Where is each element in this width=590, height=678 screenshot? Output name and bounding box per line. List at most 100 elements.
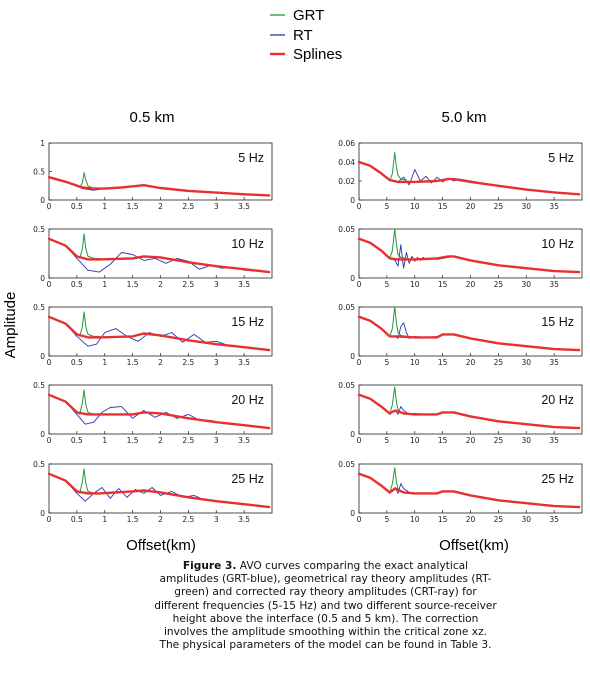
caption-prefix: Figure 3. <box>182 560 237 572</box>
frequency-label: 5 Hz <box>548 151 574 165</box>
y-tick-label: 0.04 <box>338 158 355 167</box>
x-tick-label: 3.5 <box>238 515 250 524</box>
x-tick-label: 5 <box>384 515 389 524</box>
series-line-grt <box>389 228 407 259</box>
y-tick-label: 0.02 <box>338 177 355 186</box>
x-tick-label: 3.5 <box>238 436 250 445</box>
x-tick-label: 0.5 <box>71 358 83 367</box>
y-tick-label: 0 <box>40 196 45 205</box>
x-tick-label: 3 <box>214 358 219 367</box>
series-line-splines <box>357 237 581 274</box>
x-tick-label: 3 <box>214 436 219 445</box>
x-tick-label: 2 <box>158 202 163 211</box>
x-tick-label: 1.5 <box>127 436 139 445</box>
x-tick-label: 5 <box>384 358 389 367</box>
x-tick-label: 15 <box>438 280 448 289</box>
panels: 0 0.5 1 1.5 2 2.5 3 3.500.515 Hz0 5 10 15 20 25 30 350… <box>33 139 583 524</box>
frequency-label: 20 Hz <box>541 393 574 407</box>
series-line-splines <box>357 160 581 196</box>
series-line-rt <box>48 316 270 351</box>
series-line-splines <box>47 472 271 509</box>
caption-text: AVO curves comparing the exact analytica… <box>154 560 497 652</box>
x-tick-label: 1.5 <box>127 515 139 524</box>
x-tick-label: 35 <box>549 280 559 289</box>
x-tick-label: 10 <box>410 436 420 445</box>
x-tick-label: 10 <box>410 358 420 367</box>
x-tick-label: 20 <box>466 202 476 211</box>
x-tick-label: 10 <box>410 515 420 524</box>
frequency-label: 25 Hz <box>541 472 574 486</box>
chart-panel-5km-25Hz: 0 5 10 15 20 25 30 35 0 0.05 25 Hz <box>338 460 583 524</box>
x-tick-label: 35 <box>549 515 559 524</box>
chart-panel-5km-15Hz: 0 5 10 15 20 25 30 35 0 0.05 15 Hz <box>338 303 583 367</box>
x-tick-label: 1 <box>102 436 107 445</box>
x-tick-label: 3.5 <box>238 280 250 289</box>
column-title-left: 0.5 km <box>129 109 174 126</box>
frequency-label: 10 Hz <box>231 237 264 251</box>
plot-frame <box>48 142 273 201</box>
series-line-splines <box>357 472 581 509</box>
x-tick-label: 3.5 <box>238 202 250 211</box>
series-line-splines <box>47 315 271 352</box>
series-line-splines <box>47 237 271 274</box>
chart-panel-5km-5Hz: 0 5 10 15 20 25 30 35 0 0.02 0.04 0.06 5 Hz <box>338 139 583 211</box>
y-tick-label: 0 <box>350 352 355 361</box>
x-tick-label: 1.5 <box>127 202 139 211</box>
x-axis-label-right: Offset(km) <box>439 537 509 554</box>
x-tick-label: 1 <box>102 280 107 289</box>
x-tick-label: 35 <box>549 436 559 445</box>
y-tick-label: 0.5 <box>33 460 45 469</box>
chart-panel-0.5km-10Hz: 0 0.5 1 1.5 2 2.5 3 3.5 0 0.5 10 Hz <box>33 225 273 289</box>
x-axis-label-left: Offset(km) <box>126 537 196 554</box>
x-tick-label: 0 <box>47 280 52 289</box>
x-tick-label: 2.5 <box>182 358 194 367</box>
x-tick-label: 25 <box>494 202 504 211</box>
y-tick-label: 0 <box>350 196 355 205</box>
frequency-label: 10 Hz <box>541 237 574 251</box>
x-tick-label: 30 <box>521 515 531 524</box>
x-tick-label: 1 <box>102 202 107 211</box>
x-tick-label: 35 <box>549 358 559 367</box>
x-tick-label: 20 <box>466 280 476 289</box>
x-tick-label: 0 <box>357 358 362 367</box>
x-tick-label: 2 <box>158 280 163 289</box>
y-tick-label: 0.06 <box>338 139 355 148</box>
avo-figure: GRT RT Splines 0.5 km 5.0 km Amplitude O… <box>2 7 583 554</box>
x-tick-label: 2.5 <box>182 515 194 524</box>
x-tick-label: 10 <box>410 280 420 289</box>
chart-panel-5km-10Hz: 0 5 10 15 20 25 30 35 0 0.05 10 Hz <box>338 225 583 289</box>
frequency-label: 25 Hz <box>231 472 264 486</box>
x-tick-label: 15 <box>438 515 448 524</box>
x-tick-label: 20 <box>466 358 476 367</box>
legend-label-rt: RT <box>293 27 313 44</box>
y-tick-label: 0 <box>350 274 355 283</box>
x-tick-label: 3 <box>214 515 219 524</box>
y-tick-label: 0.05 <box>338 381 355 390</box>
x-tick-label: 25 <box>494 358 504 367</box>
x-tick-label: 2.5 <box>182 436 194 445</box>
x-tick-label: 15 <box>438 202 448 211</box>
x-tick-label: 0.5 <box>71 280 83 289</box>
x-tick-label: 30 <box>521 202 531 211</box>
x-tick-label: 0.5 <box>71 515 83 524</box>
x-tick-label: 2.5 <box>182 280 194 289</box>
frequency-label: 5 Hz <box>238 151 264 165</box>
x-tick-label: 1 <box>102 358 107 367</box>
x-tick-label: 3 <box>214 202 219 211</box>
x-tick-label: 15 <box>438 358 448 367</box>
x-tick-label: 20 <box>466 515 476 524</box>
x-tick-label: 0 <box>357 202 362 211</box>
chart-panel-5km-20Hz: 0 5 10 15 20 25 30 35 0 0.05 20 Hz <box>338 381 583 445</box>
x-tick-label: 30 <box>521 436 531 445</box>
x-tick-label: 1.5 <box>127 280 139 289</box>
plot-frame <box>48 463 273 514</box>
x-tick-label: 0 <box>357 280 362 289</box>
x-tick-label: 5 <box>384 436 389 445</box>
legend-label-splines: Splines <box>293 46 342 63</box>
x-tick-label: 2 <box>158 515 163 524</box>
y-tick-label: 0 <box>350 509 355 518</box>
y-tick-label: 0.05 <box>338 303 355 312</box>
x-tick-label: 10 <box>410 202 420 211</box>
figure-caption: Figure 3. AVO curves comparing the exact… <box>153 560 498 652</box>
x-tick-label: 2.5 <box>182 202 194 211</box>
